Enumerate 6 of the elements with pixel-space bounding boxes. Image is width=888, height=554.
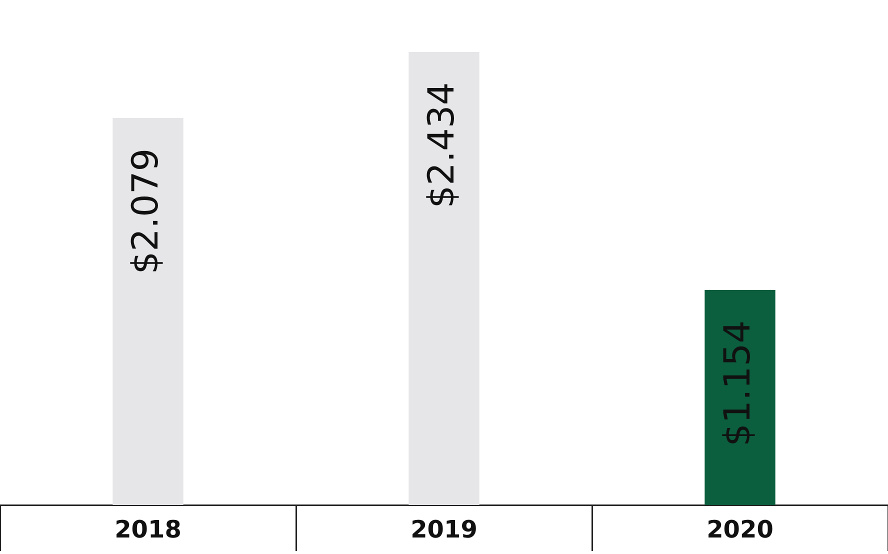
data-label: $2.079 [125, 148, 166, 274]
x-tick-label: 2019 [410, 516, 478, 544]
data-label: $1.154 [717, 320, 758, 446]
x-tick-label: 2020 [706, 516, 774, 544]
data-label: $2.434 [421, 82, 462, 208]
x-tick-label: 2018 [114, 516, 182, 544]
